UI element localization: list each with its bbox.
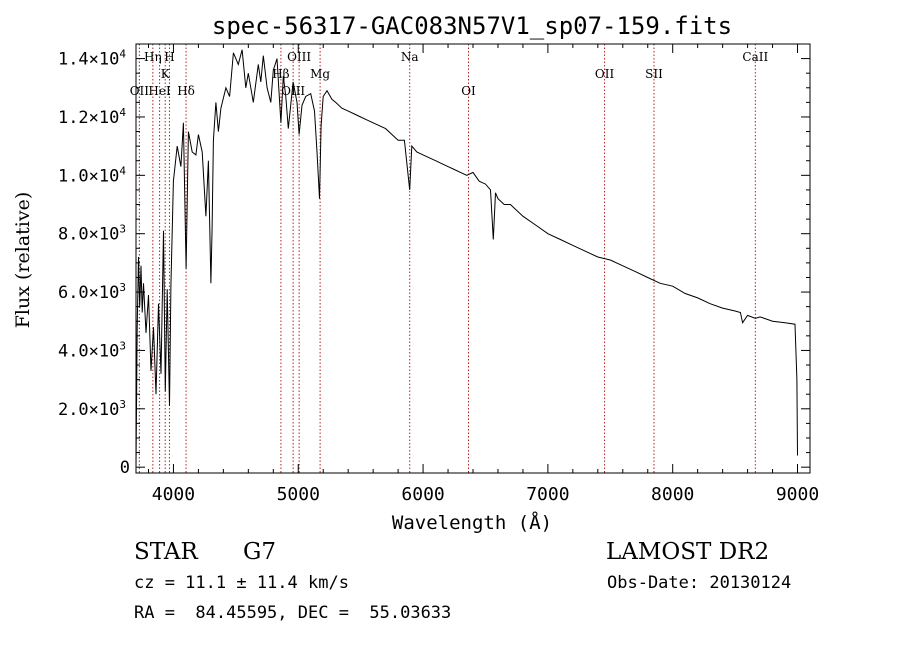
redshift-cz: cz = 11.1 ± 11.4 km/s (134, 573, 349, 593)
y-tick-label-6: 1.2×104 (58, 106, 126, 128)
spectral-line-markers (138, 44, 756, 473)
line-label-3: H (164, 50, 174, 64)
y-axis-label: Flux (relative) (12, 192, 34, 329)
y-tick-label-2: 4.0×103 (58, 339, 126, 361)
line-label-7: OIII (287, 50, 311, 64)
line-label-5: Hδ (177, 84, 195, 98)
x-tick-label-4: 8000 (651, 484, 694, 505)
y-tick-label-7: 1.4×104 (58, 48, 126, 70)
y-tick-label-0: 0 (120, 458, 130, 478)
line-label-4: K (161, 67, 171, 81)
chart-title: spec-56317-GAC083N57V1_sp07-159.fits (212, 12, 732, 40)
x-tick-label-5: 9000 (776, 484, 819, 505)
line-label-0: OII (130, 84, 150, 98)
y-axis-ticks: 0 2.0×103 4.0×103 6.0×103 8.0×103 1.0×104 1.2×… (58, 48, 810, 478)
y-tick-label-4: 8.0×103 (58, 223, 126, 245)
line-label-8: OIII (281, 84, 305, 98)
x-tick-label-1: 5000 (277, 484, 320, 505)
survey-name: LAMOST DR2 (606, 539, 770, 565)
ra-dec: RA = 84.45595, DEC = 55.03633 (134, 603, 452, 623)
spectrum-line (135, 49, 798, 468)
object-subclass: G7 (243, 539, 277, 565)
y-tick-label-3: 6.0×103 (58, 281, 126, 303)
line-label-12: OII (595, 67, 615, 81)
x-tick-label-3: 7000 (526, 484, 569, 505)
x-tick-label-0: 4000 (152, 484, 195, 505)
x-axis-ticks: 4000 5000 6000 7000 8000 9000 (147, 44, 819, 505)
line-label-6: Hβ (272, 67, 289, 81)
line-label-9: Mg (310, 67, 330, 81)
object-class: STAR (134, 539, 198, 565)
line-label-2: Hη (144, 50, 162, 64)
x-tick-label-2: 6000 (401, 484, 444, 505)
line-label-14: CaII (742, 50, 768, 64)
x-axis-label: Wavelength (Å) (392, 511, 552, 534)
obs-date: Obs-Date: 20130124 (607, 573, 792, 593)
line-label-10: Na (401, 50, 419, 64)
line-label-11: OI (461, 84, 476, 98)
y-tick-label-5: 1.0×104 (58, 164, 126, 186)
plot-frame (135, 43, 811, 474)
line-label-13: SII (645, 67, 663, 81)
line-label-1: HeI (148, 84, 171, 98)
y-tick-label-1: 2.0×103 (58, 398, 126, 420)
